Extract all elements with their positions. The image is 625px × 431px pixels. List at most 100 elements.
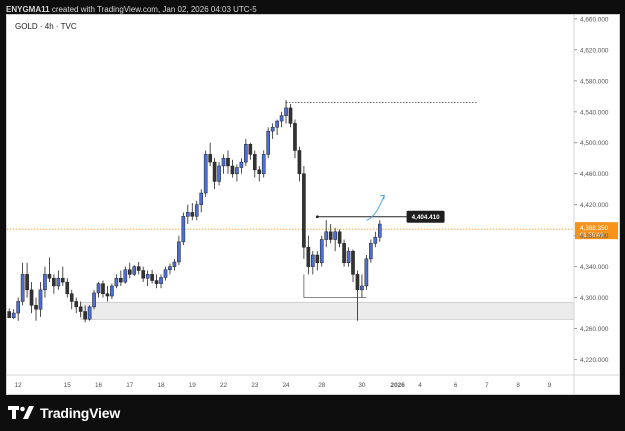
- bullish-candle: [270, 123, 275, 139]
- bullish-candle: [20, 262, 25, 306]
- candle-body: [25, 274, 29, 291]
- candle-body: [239, 161, 244, 168]
- candle-body: [306, 247, 311, 267]
- bullish-candle: [96, 282, 101, 298]
- candle-body: [319, 239, 324, 263]
- bearish-candle: [34, 297, 38, 321]
- author-name: ENYGMA11: [6, 5, 50, 14]
- bearish-candle: [154, 274, 159, 289]
- bearish-candle: [7, 308, 12, 318]
- y-tick-label: 4,540.000: [580, 109, 609, 116]
- candle-body: [127, 269, 132, 275]
- candle-body: [194, 204, 199, 217]
- candle-body: [293, 123, 297, 151]
- bullish-candle: [199, 189, 204, 213]
- bullish-candle: [275, 119, 279, 135]
- candle-body: [56, 277, 61, 287]
- bullish-candle: [110, 283, 114, 300]
- candle-body: [38, 289, 43, 310]
- x-tick-label: 4: [418, 382, 422, 389]
- bearish-candle: [288, 104, 293, 128]
- bullish-candle: [244, 138, 248, 166]
- x-tick-label: 19: [189, 382, 197, 389]
- candle-body: [83, 311, 87, 320]
- candle-body: [78, 306, 83, 312]
- candle-body: [221, 157, 226, 167]
- candle-body: [136, 266, 141, 271]
- candle-body: [114, 277, 119, 287]
- bearish-candle: [212, 158, 217, 190]
- chart-area[interactable]: 4,404.410 4,388.350 01:56:49 4,220.000 4,26…: [6, 14, 620, 395]
- target-price-label: 4,404.410: [412, 214, 441, 221]
- bullish-candle: [333, 227, 337, 252]
- bearish-candle: [74, 297, 79, 314]
- bullish-candle: [369, 239, 373, 263]
- candle-body: [60, 277, 65, 283]
- bearish-candle: [297, 146, 302, 182]
- bullish-candle: [364, 255, 369, 290]
- candle-body: [11, 312, 16, 318]
- bullish-candle: [221, 154, 226, 174]
- y-tick-label: 4,340.000: [580, 264, 609, 271]
- candle-body: [69, 293, 74, 302]
- bearish-candle: [25, 262, 29, 298]
- bearish-candle: [78, 301, 83, 317]
- candle-body: [364, 258, 369, 287]
- x-tick-label: 16: [95, 382, 103, 389]
- projection-arrowhead: [380, 194, 385, 200]
- candle-body: [96, 283, 101, 294]
- candle-body: [52, 277, 56, 287]
- candle-body: [159, 277, 163, 284]
- bullish-candle: [43, 266, 47, 298]
- candle-body: [226, 157, 230, 167]
- bearish-candle: [101, 280, 105, 298]
- last-price-badge: [575, 222, 618, 240]
- bullish-candle: [177, 235, 181, 266]
- bullish-candle: [284, 100, 288, 124]
- x-tick-label: 30: [358, 382, 366, 389]
- candle-body: [351, 250, 355, 275]
- bullish-candle: [168, 263, 172, 275]
- bearish-candle: [302, 165, 306, 259]
- bullish-candle: [163, 266, 168, 281]
- candle-body: [7, 311, 12, 318]
- bearish-candle: [351, 249, 355, 283]
- y-tick-label: 4,420.000: [580, 202, 609, 209]
- bearish-candle: [127, 262, 132, 279]
- bullish-candle: [114, 274, 119, 289]
- candle-body: [261, 154, 266, 174]
- countdown-label: 01:56:49: [580, 233, 604, 239]
- candle-body: [235, 167, 239, 174]
- bearish-candle: [65, 278, 70, 298]
- candle-body: [248, 144, 253, 155]
- bullish-candle: [92, 289, 96, 310]
- bullish-candle: [11, 309, 16, 320]
- annotation-layer: [7, 102, 575, 320]
- y-tick-label: 4,300.000: [580, 295, 609, 302]
- candle-body: [123, 269, 128, 283]
- candle-body: [244, 144, 248, 163]
- bearish-candle: [141, 266, 145, 283]
- bullish-candle: [38, 282, 43, 317]
- candle-body: [328, 231, 333, 240]
- candle-body: [275, 120, 279, 128]
- bullish-candle: [279, 111, 284, 128]
- x-tick-label: 15: [64, 382, 72, 389]
- candle-body: [284, 107, 288, 116]
- y-tick-label: 4,460.000: [580, 171, 609, 178]
- x-tick-label: 12: [15, 382, 23, 389]
- bearish-candle: [119, 270, 123, 286]
- bullish-candle: [123, 266, 128, 284]
- candle-body: [288, 107, 293, 124]
- candle-body: [217, 165, 221, 182]
- bearish-candle: [328, 224, 333, 244]
- bullish-candle: [203, 150, 208, 197]
- candle-body: [186, 212, 190, 217]
- candle-body: [150, 274, 154, 281]
- bullish-candle: [239, 158, 244, 174]
- candle-body: [360, 285, 364, 291]
- x-tick-label: 7: [485, 382, 489, 389]
